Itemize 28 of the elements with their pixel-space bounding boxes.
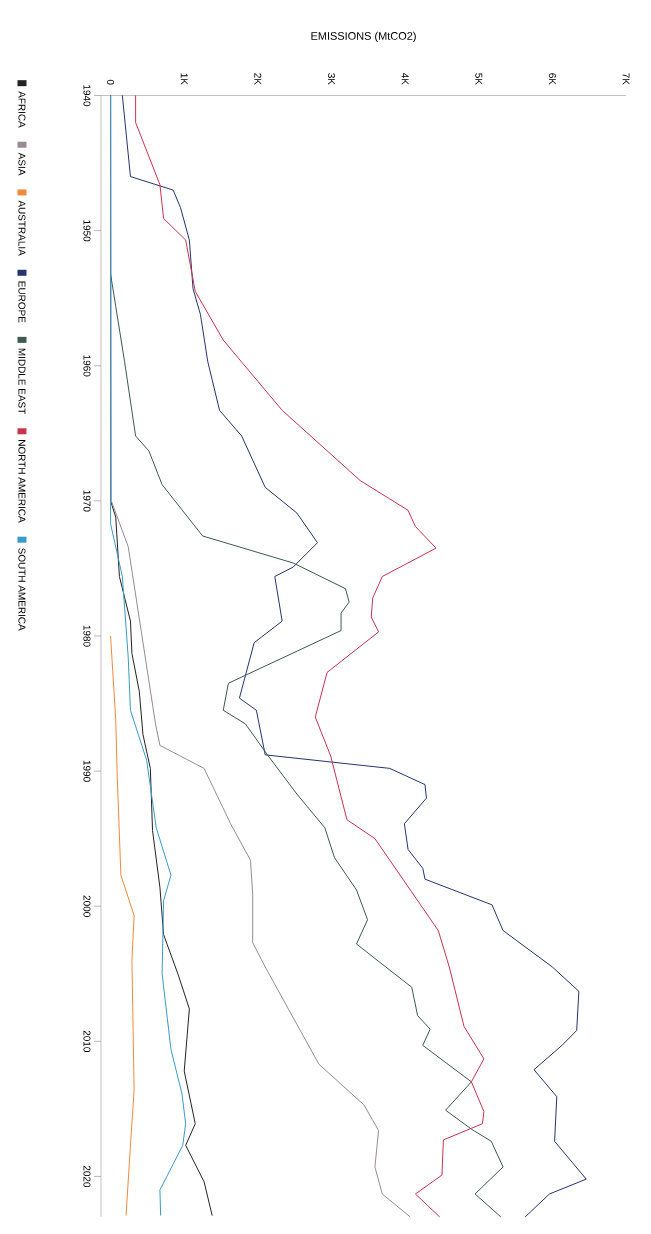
y-tick-label: 2000 — [83, 895, 91, 917]
x-tick-label: 2K — [254, 73, 262, 85]
x-tick-label: 0 — [107, 79, 115, 85]
legend-label: ASIA — [18, 152, 26, 176]
y-tick-label: 2010 — [83, 1030, 91, 1052]
x-tick-label: 5K — [475, 73, 483, 85]
legend-label: AUSTRALIA — [18, 200, 26, 256]
line-series — [121, 95, 587, 1218]
y-tick-label: 1950 — [83, 220, 91, 242]
x-tick-label: 7K — [622, 73, 630, 85]
legend-label: NORTH AMERICA — [18, 440, 26, 523]
line-series — [110, 95, 187, 1217]
legend-label: SOUTH AMERICA — [18, 548, 26, 631]
x-tick-label: 3K — [327, 73, 335, 85]
legend-label: MIDDLE EAST — [18, 348, 26, 415]
line-series — [110, 635, 135, 1217]
y-tick-label: 1980 — [83, 625, 91, 647]
y-tick-label: 1940 — [83, 85, 91, 107]
x-axis-title: EMISSIONS (MtCO2) — [311, 31, 416, 42]
y-tick-label: 1960 — [83, 355, 91, 377]
legend-label: EUROPE — [18, 281, 26, 323]
x-tick-label: 6K — [548, 73, 556, 85]
x-tick-label: 4K — [401, 73, 409, 85]
y-tick-label: 2020 — [83, 1165, 91, 1188]
y-tick-label: 1970 — [83, 490, 91, 512]
y-tick-label: 1990 — [83, 760, 91, 782]
legend-label: AFRICA — [18, 91, 26, 128]
x-tick-label: 1K — [180, 73, 188, 85]
